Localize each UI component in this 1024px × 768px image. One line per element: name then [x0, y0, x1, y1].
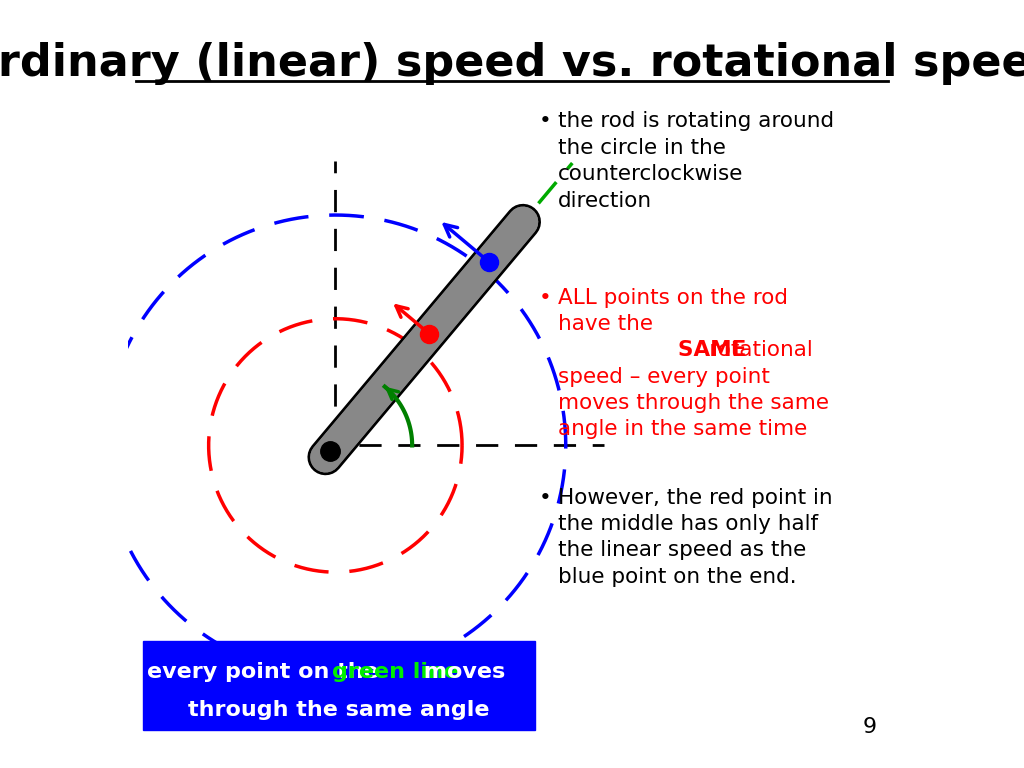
- Text: every point on the: every point on the: [147, 662, 387, 682]
- Text: rotational
speed – every point
moves through the same
angle in the same time: rotational speed – every point moves thr…: [558, 340, 829, 439]
- Text: •: •: [539, 488, 552, 508]
- Text: the rod is rotating around
the circle in the
counterclockwise
direction: the rod is rotating around the circle in…: [558, 111, 835, 210]
- FancyBboxPatch shape: [143, 641, 535, 730]
- Text: •: •: [539, 111, 552, 131]
- Text: 9: 9: [862, 717, 877, 737]
- Text: through the same angle: through the same angle: [188, 700, 489, 720]
- Text: Ordinary (linear) speed vs. rotational speed: Ordinary (linear) speed vs. rotational s…: [0, 42, 1024, 85]
- Text: •: •: [539, 288, 552, 308]
- Text: moves: moves: [416, 662, 505, 682]
- Text: ALL points on the rod
have the: ALL points on the rod have the: [558, 288, 788, 334]
- Text: However, the red point in
the middle has only half
the linear speed as the
blue : However, the red point in the middle has…: [558, 488, 833, 587]
- Text: SAME: SAME: [558, 340, 746, 360]
- Text: green line: green line: [332, 662, 460, 682]
